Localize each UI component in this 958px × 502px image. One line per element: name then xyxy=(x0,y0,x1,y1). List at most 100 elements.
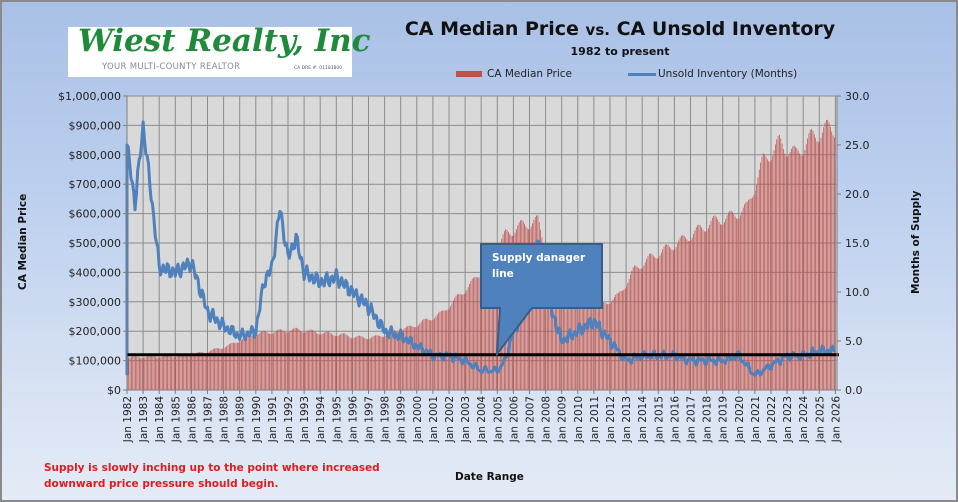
price-bar xyxy=(599,301,601,390)
price-bar xyxy=(171,356,173,390)
price-bar xyxy=(473,277,474,390)
x-tick-label: Jan 1994 xyxy=(315,396,327,444)
price-bar xyxy=(705,231,706,390)
price-bar xyxy=(459,294,461,390)
x-tick-label: Jan 2016 xyxy=(669,396,681,444)
price-bar xyxy=(328,331,329,390)
price-bar xyxy=(695,227,697,390)
price-bar xyxy=(336,336,338,390)
price-bar xyxy=(377,335,379,390)
price-bar xyxy=(151,355,152,390)
price-bar xyxy=(785,156,787,390)
price-bar xyxy=(556,282,558,390)
price-bar xyxy=(262,330,264,390)
x-tick-label: Jan 1982 xyxy=(122,396,134,443)
price-bar xyxy=(553,274,555,390)
y-left-tick-label: $600,000 xyxy=(69,208,122,221)
price-bar xyxy=(361,336,363,390)
x-tick-label: Jan 2010 xyxy=(573,396,585,443)
price-bar xyxy=(270,334,272,390)
price-bar xyxy=(308,330,309,390)
price-bar xyxy=(300,331,301,390)
price-bar xyxy=(592,305,594,390)
price-bar xyxy=(329,332,331,390)
price-bar xyxy=(541,237,543,390)
price-bar xyxy=(215,348,217,390)
price-bar xyxy=(269,333,270,390)
price-bar xyxy=(780,138,782,390)
price-bar xyxy=(448,308,450,390)
price-bar xyxy=(563,298,564,390)
price-bar xyxy=(709,224,711,390)
price-bar xyxy=(326,331,328,390)
x-tick-label: Jan 2005 xyxy=(492,396,504,443)
note-line-1: Supply is slowly inching up to the point… xyxy=(44,462,380,474)
price-bar xyxy=(831,131,833,390)
price-bar xyxy=(757,177,759,390)
price-bar xyxy=(414,327,415,390)
price-bar xyxy=(410,325,411,390)
price-bar xyxy=(271,333,273,390)
price-bar xyxy=(412,326,414,390)
price-bar xyxy=(775,144,776,390)
chart-subtitle: 1982 to present xyxy=(570,45,670,58)
legend-item-inventory: Unsold Inventory (Months) xyxy=(628,68,797,80)
price-bar xyxy=(478,277,480,390)
price-bar xyxy=(477,277,478,390)
price-bar xyxy=(793,145,795,390)
price-bar xyxy=(545,254,547,390)
price-bar xyxy=(491,255,493,390)
price-bar xyxy=(663,246,665,390)
price-bar xyxy=(635,265,637,390)
price-bar xyxy=(639,268,641,390)
legend: CA Median Price Unsold Inventory (Months… xyxy=(456,68,797,80)
price-bar xyxy=(196,352,198,390)
price-bar xyxy=(710,221,712,390)
price-bar xyxy=(577,307,579,390)
price-bar xyxy=(290,330,292,390)
price-bar xyxy=(332,334,334,390)
x-tick-label: Jan 2022 xyxy=(766,396,778,443)
price-bar xyxy=(815,138,817,390)
price-bar xyxy=(817,142,819,390)
price-bar xyxy=(567,301,568,390)
price-bar xyxy=(136,356,138,390)
price-bar xyxy=(601,301,603,390)
price-bar xyxy=(655,258,657,390)
price-bar xyxy=(667,245,669,390)
price-bar xyxy=(628,278,630,390)
price-bar xyxy=(159,357,160,390)
price-bar xyxy=(267,333,269,390)
price-bar xyxy=(546,257,548,390)
price-bar xyxy=(694,230,696,390)
x-tick-label: Jan 2008 xyxy=(541,396,553,443)
price-bar xyxy=(830,126,831,391)
price-bar xyxy=(764,154,766,390)
y-right-tick-label: 15.0 xyxy=(845,237,870,250)
price-bar xyxy=(673,250,674,390)
price-bar xyxy=(643,265,645,390)
price-bar xyxy=(321,334,323,390)
price-bar xyxy=(576,308,578,390)
price-bar xyxy=(444,310,446,390)
x-tick-label: Jan 2025 xyxy=(814,396,826,443)
price-bar xyxy=(338,335,340,390)
price-bar xyxy=(760,162,761,390)
price-bar xyxy=(706,230,708,390)
price-bar xyxy=(636,266,638,390)
price-bar xyxy=(569,306,571,390)
price-bar xyxy=(289,331,291,390)
price-bar xyxy=(462,294,464,390)
price-bar xyxy=(277,329,279,390)
price-bar xyxy=(232,342,234,390)
price-bar xyxy=(572,307,574,390)
y-left-tick-label: $300,000 xyxy=(69,296,122,309)
price-bar xyxy=(766,159,768,390)
x-tick-label: Jan 2017 xyxy=(685,396,697,443)
price-bar xyxy=(455,295,457,390)
legend-label-price: CA Median Price xyxy=(487,68,572,80)
price-bar xyxy=(387,333,389,390)
price-bar xyxy=(627,282,629,390)
price-bar xyxy=(801,155,803,390)
